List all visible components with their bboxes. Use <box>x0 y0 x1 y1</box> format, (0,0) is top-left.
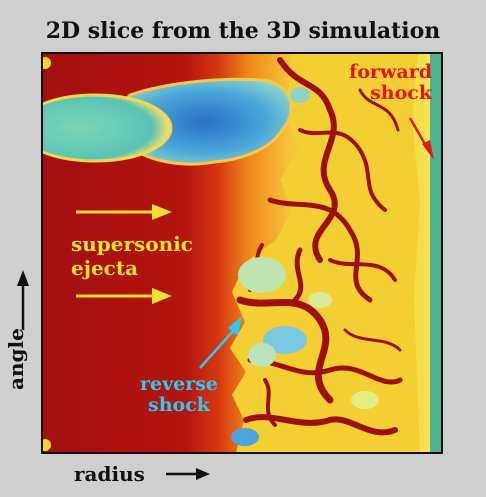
forward-shock-arrow <box>408 117 434 160</box>
x-axis-label: radius <box>74 462 145 486</box>
shocked-clumps <box>231 87 379 446</box>
figure-title: 2D slice from the 3D simulation <box>45 18 441 44</box>
reverse-shock-label-line1: reverse <box>139 373 219 395</box>
radius-arrow <box>166 468 210 480</box>
forward-shock-label: forward shock <box>340 62 432 104</box>
angle-arrow <box>17 270 29 330</box>
supersonic-ejecta-label-line1: supersonic <box>71 232 193 256</box>
turbulent-filaments <box>236 57 403 436</box>
forward-shock-label-line1: forward <box>349 61 432 83</box>
supersonic-ejecta-label-line2: ejecta <box>71 256 139 280</box>
forward-shock-band <box>430 53 442 453</box>
reverse-shock-label: reverse shock <box>134 374 224 416</box>
lens-structure <box>42 93 173 163</box>
reverse-shock-label-line2: shock <box>148 394 210 416</box>
ejecta-arrows <box>76 204 172 304</box>
supersonic-ejecta-label: supersonic ejecta <box>71 232 193 280</box>
panel-border <box>41 52 443 454</box>
forward-shock-label-line2: shock <box>370 82 432 104</box>
reverse-shock-arrow <box>199 316 242 369</box>
y-axis-label: angle <box>4 328 28 390</box>
